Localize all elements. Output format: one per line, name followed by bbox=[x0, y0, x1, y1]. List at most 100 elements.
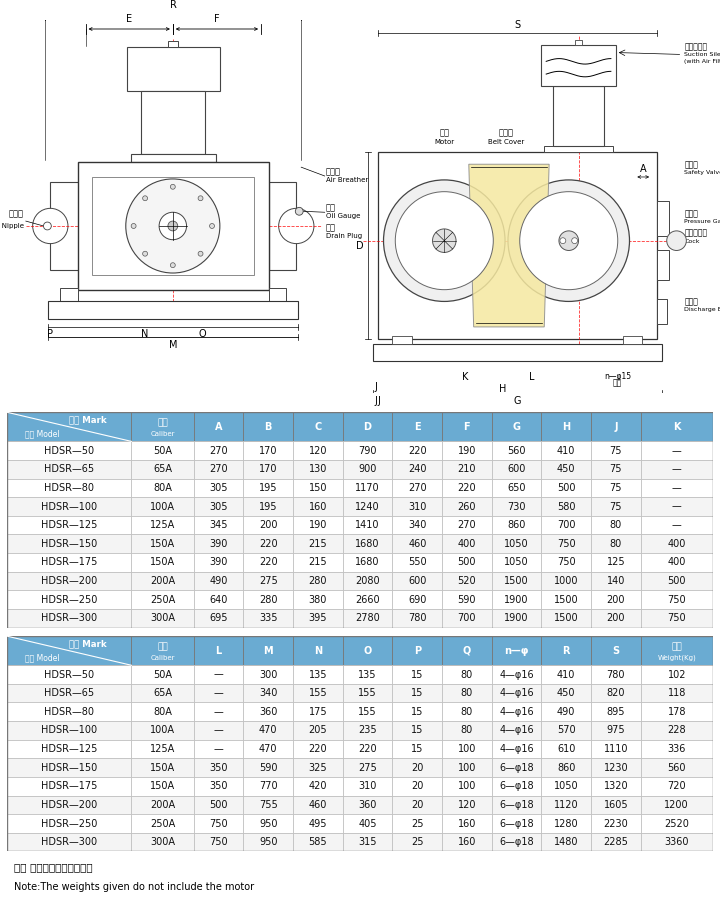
Text: 15: 15 bbox=[411, 707, 423, 717]
Bar bbox=[269, 182, 297, 270]
Bar bbox=[92, 177, 254, 275]
Text: 200: 200 bbox=[607, 595, 625, 605]
Text: 1500: 1500 bbox=[554, 595, 579, 605]
Text: 650: 650 bbox=[508, 483, 526, 493]
Bar bbox=[243, 516, 293, 535]
Text: 100A: 100A bbox=[150, 726, 175, 736]
Text: 750: 750 bbox=[557, 538, 575, 548]
Bar bbox=[591, 814, 641, 833]
Bar bbox=[343, 739, 392, 758]
Text: K: K bbox=[462, 372, 469, 382]
Bar bbox=[492, 777, 541, 795]
Text: 405: 405 bbox=[359, 818, 377, 829]
Bar bbox=[442, 636, 492, 665]
Text: 80: 80 bbox=[461, 670, 473, 680]
Text: 25: 25 bbox=[411, 837, 423, 847]
Bar bbox=[442, 758, 492, 777]
Bar bbox=[641, 758, 713, 777]
Bar bbox=[343, 758, 392, 777]
Bar bbox=[492, 636, 541, 665]
Bar bbox=[492, 516, 541, 535]
Bar bbox=[194, 833, 243, 852]
Bar bbox=[541, 758, 591, 777]
Text: 80A: 80A bbox=[153, 707, 172, 717]
Bar bbox=[293, 702, 343, 721]
Text: G: G bbox=[513, 396, 521, 406]
Text: 油標: 油標 bbox=[325, 204, 336, 213]
Bar bbox=[492, 702, 541, 721]
Bar bbox=[343, 479, 392, 497]
Text: 500: 500 bbox=[667, 576, 686, 586]
Bar bbox=[243, 795, 293, 814]
Bar bbox=[194, 795, 243, 814]
Text: 325: 325 bbox=[309, 763, 328, 773]
Bar bbox=[392, 572, 442, 590]
Bar bbox=[7, 609, 131, 627]
Text: E: E bbox=[126, 14, 132, 24]
Bar bbox=[131, 516, 194, 535]
Text: 65A: 65A bbox=[153, 464, 172, 474]
Text: 195: 195 bbox=[259, 501, 277, 511]
Bar bbox=[7, 795, 131, 814]
Bar bbox=[7, 460, 131, 479]
Text: 25: 25 bbox=[411, 818, 423, 829]
Text: 100A: 100A bbox=[150, 501, 175, 511]
Bar bbox=[194, 497, 243, 516]
Bar bbox=[541, 413, 591, 442]
Bar bbox=[591, 702, 641, 721]
Text: 1900: 1900 bbox=[504, 595, 528, 605]
Circle shape bbox=[508, 180, 629, 301]
Text: 390: 390 bbox=[210, 557, 228, 567]
Bar bbox=[131, 684, 194, 702]
Text: 80: 80 bbox=[461, 707, 473, 717]
Text: J: J bbox=[377, 396, 380, 406]
Text: N: N bbox=[141, 329, 148, 338]
Bar bbox=[7, 702, 131, 721]
Bar bbox=[442, 590, 492, 609]
Bar bbox=[243, 684, 293, 702]
Polygon shape bbox=[469, 164, 549, 327]
Text: 1410: 1410 bbox=[356, 520, 380, 530]
Bar bbox=[130, 155, 216, 162]
Bar bbox=[194, 516, 243, 535]
Bar bbox=[442, 609, 492, 627]
Bar bbox=[442, 684, 492, 702]
Bar bbox=[657, 251, 669, 280]
Text: 黃油杯: 黃油杯 bbox=[9, 210, 24, 219]
Bar bbox=[392, 833, 442, 852]
Text: 155: 155 bbox=[359, 707, 377, 717]
Text: (with Air Filter): (with Air Filter) bbox=[685, 60, 720, 64]
Text: 電機: 電機 bbox=[439, 129, 449, 138]
Bar bbox=[442, 442, 492, 460]
Text: 记号 Mark: 记号 Mark bbox=[69, 415, 107, 424]
Text: 1120: 1120 bbox=[554, 800, 579, 810]
Text: Drain Plug: Drain Plug bbox=[325, 233, 362, 239]
Bar bbox=[591, 497, 641, 516]
Bar bbox=[541, 460, 591, 479]
Bar bbox=[553, 86, 604, 146]
Bar bbox=[373, 344, 662, 361]
Text: 590: 590 bbox=[259, 763, 277, 773]
Text: —: — bbox=[672, 445, 682, 456]
Text: 460: 460 bbox=[408, 538, 426, 548]
Text: 2230: 2230 bbox=[603, 818, 629, 829]
Bar bbox=[7, 572, 131, 590]
Bar bbox=[492, 460, 541, 479]
Text: Safety Valve: Safety Valve bbox=[685, 170, 720, 175]
Bar bbox=[194, 609, 243, 627]
Circle shape bbox=[32, 208, 68, 243]
Text: 240: 240 bbox=[408, 464, 426, 474]
Text: 250A: 250A bbox=[150, 818, 175, 829]
Text: 20: 20 bbox=[411, 763, 423, 773]
Bar bbox=[541, 665, 591, 684]
Bar bbox=[131, 609, 194, 627]
Bar bbox=[657, 300, 667, 324]
Text: HDSR—50: HDSR—50 bbox=[44, 670, 94, 680]
Bar bbox=[7, 833, 131, 852]
Text: Suction Silencer: Suction Silencer bbox=[685, 52, 720, 57]
Text: 350: 350 bbox=[210, 763, 228, 773]
Text: 125A: 125A bbox=[150, 520, 175, 530]
Text: 275: 275 bbox=[359, 763, 377, 773]
Text: 140: 140 bbox=[607, 576, 625, 586]
Text: 730: 730 bbox=[508, 501, 526, 511]
